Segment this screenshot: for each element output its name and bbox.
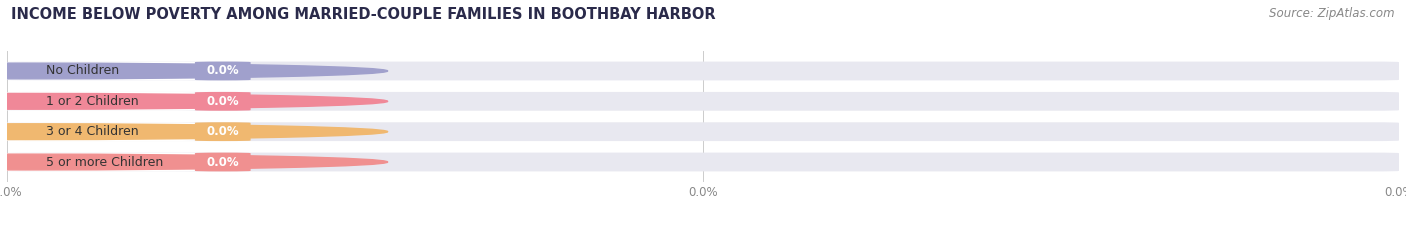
- Text: 3 or 4 Children: 3 or 4 Children: [46, 125, 139, 138]
- Text: 0.0%: 0.0%: [207, 155, 239, 168]
- FancyBboxPatch shape: [7, 62, 195, 80]
- FancyBboxPatch shape: [195, 153, 250, 171]
- Text: 0.0%: 0.0%: [207, 65, 239, 78]
- FancyBboxPatch shape: [7, 153, 195, 171]
- FancyBboxPatch shape: [7, 122, 195, 141]
- FancyBboxPatch shape: [7, 122, 1399, 141]
- FancyBboxPatch shape: [7, 153, 1399, 171]
- Text: No Children: No Children: [46, 65, 120, 78]
- FancyBboxPatch shape: [7, 92, 195, 111]
- FancyBboxPatch shape: [7, 62, 1399, 80]
- Text: Source: ZipAtlas.com: Source: ZipAtlas.com: [1270, 7, 1395, 20]
- Text: INCOME BELOW POVERTY AMONG MARRIED-COUPLE FAMILIES IN BOOTHBAY HARBOR: INCOME BELOW POVERTY AMONG MARRIED-COUPL…: [11, 7, 716, 22]
- Circle shape: [0, 63, 388, 79]
- FancyBboxPatch shape: [195, 92, 250, 111]
- Circle shape: [0, 93, 388, 109]
- Circle shape: [0, 124, 388, 140]
- FancyBboxPatch shape: [195, 122, 250, 141]
- FancyBboxPatch shape: [7, 92, 1399, 111]
- Text: 1 or 2 Children: 1 or 2 Children: [46, 95, 139, 108]
- Circle shape: [0, 154, 388, 170]
- Text: 5 or more Children: 5 or more Children: [46, 155, 163, 168]
- FancyBboxPatch shape: [195, 62, 250, 80]
- Text: 0.0%: 0.0%: [207, 95, 239, 108]
- Text: 0.0%: 0.0%: [207, 125, 239, 138]
